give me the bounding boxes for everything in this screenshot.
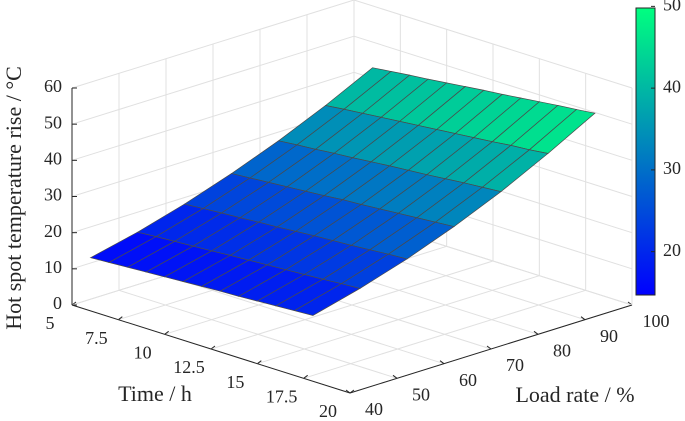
x-tick-label: 17.5 [266,386,298,406]
y-tick-label: 50 [412,384,430,404]
y-tick-label: 80 [553,340,571,360]
z-tick-label: 20 [44,221,62,241]
colorbar-gradient [635,7,656,296]
y-tick-label: 60 [459,370,477,390]
z-tick-label: 0 [53,293,62,313]
axis-labels: 5 7.5 10 12.5 15 17.5 20 40 50 60 70 80 90 100 0 10 20 30… [44,76,670,421]
y-tick [533,330,539,335]
x-tick [118,316,123,321]
x-tick-label: 12.5 [173,357,205,377]
z-tick-label: 60 [44,76,62,96]
y-tick-label: 90 [600,326,618,346]
axes-box [71,0,633,394]
x-tick-label: 20 [319,401,337,421]
colorbar-tick-label: 20 [663,240,681,260]
colorbar-tick-label: 30 [663,158,681,178]
x-tick-label: 5 [46,313,55,333]
y-tick-label: 70 [506,355,524,375]
y-tick [580,316,586,321]
colorbar: 20 30 40 50 [635,0,681,296]
z-tick-label: 40 [44,148,62,168]
x-tick [210,345,216,350]
x-tick [303,374,308,379]
surface-face [293,283,361,316]
colorbar-tick-label: 50 [663,0,681,14]
grid-line [71,71,355,161]
y-tick-label: 40 [365,399,383,419]
z-tick-label: 50 [44,112,62,132]
x-tick-label: 10 [134,342,152,362]
grid-line [71,35,355,125]
x-tick-label: 15 [226,372,244,392]
x-tick [257,360,262,365]
x-tick-label: 7.5 [85,328,108,348]
grid-line [165,275,445,365]
z-tick-label: 10 [44,257,62,277]
grid-line [353,35,633,125]
grid-line [118,289,398,379]
y-tick [486,345,492,350]
x-axis-title: Time / h [118,381,192,406]
y-axis-line [349,304,633,394]
colorbar-tick-label: 40 [663,76,681,96]
y-axis-title: Load rate / % [515,382,634,407]
grid-line [353,0,633,89]
surface [89,67,596,316]
y-tick [392,374,398,379]
z-axis-title: Hot spot temperature rise / °C [1,66,26,330]
z-tick-label: 30 [44,185,62,205]
x-tick [164,330,169,335]
y-tick-label: 100 [643,311,670,331]
grid-line [71,0,355,89]
y-tick [439,360,445,365]
x-axis-line [71,304,351,394]
